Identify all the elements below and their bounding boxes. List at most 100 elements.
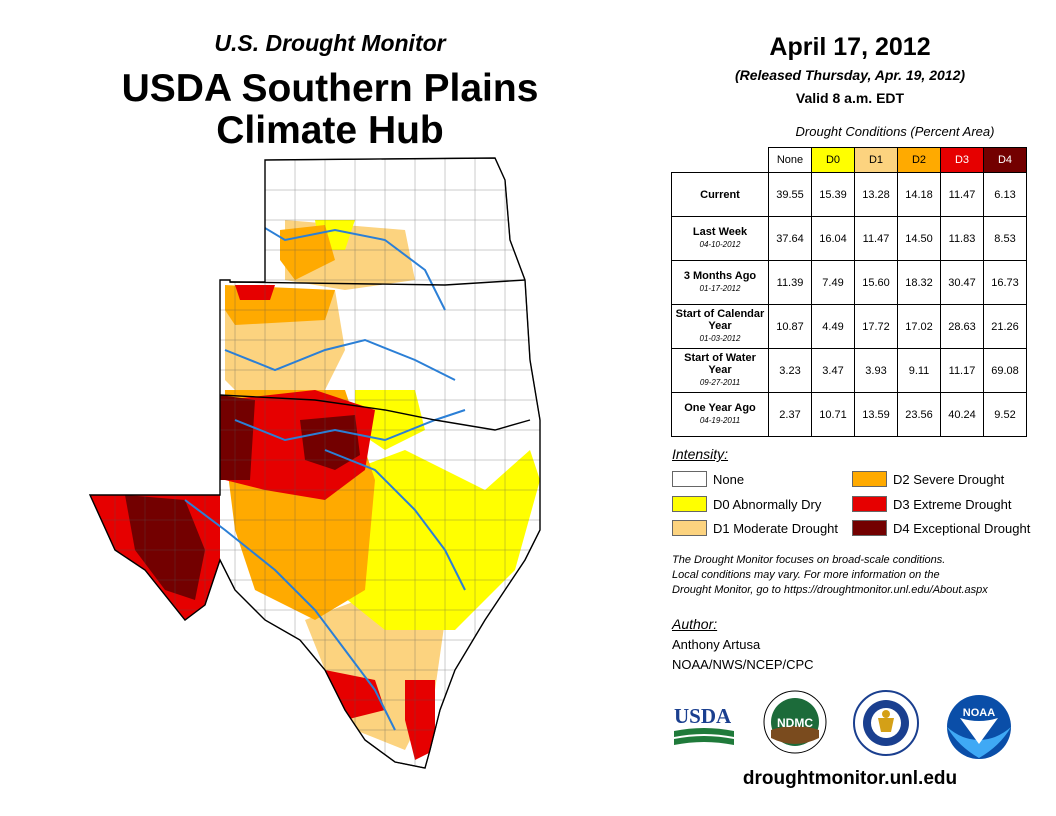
row-label-date: 01-03-2012 xyxy=(699,334,741,343)
row-label: Current xyxy=(671,172,769,217)
region-border xyxy=(88,157,541,769)
cell: 11.39 xyxy=(768,260,812,305)
ndmc-logo-text: NDMC xyxy=(777,716,813,730)
legend-swatch xyxy=(852,520,887,536)
row-label-text: One Year Ago xyxy=(684,402,756,414)
legend-item-d1: D1 Moderate Drought xyxy=(672,520,838,536)
cell: 11.83 xyxy=(940,216,984,261)
note-line: Local conditions may vary. For more info… xyxy=(672,569,940,581)
cell: 13.59 xyxy=(854,392,898,437)
cell: 15.60 xyxy=(854,260,898,305)
cell: 13.28 xyxy=(854,172,898,217)
note-line: The Drought Monitor focuses on broad-sca… xyxy=(672,554,946,566)
note-line[interactable]: Drought Monitor, go to https://droughtmo… xyxy=(672,584,988,596)
col-header-d4: D4 xyxy=(983,147,1027,173)
cell: 17.02 xyxy=(897,304,941,349)
disclaimer-note: The Drought Monitor focuses on broad-sca… xyxy=(672,553,1052,598)
cell: 3.93 xyxy=(854,348,898,393)
cell: 3.47 xyxy=(811,348,855,393)
cell: 2.37 xyxy=(768,392,812,437)
author-org: NOAA/NWS/NCEP/CPC xyxy=(672,657,814,672)
cell: 4.49 xyxy=(811,304,855,349)
table-row-start-calendar-year: Start of Calendar Year 01-03-2012 10.87 4… xyxy=(671,304,1027,349)
usda-logo-text: USDA xyxy=(674,704,732,728)
legend-item-none: None xyxy=(672,471,744,487)
legend-swatch xyxy=(852,496,887,512)
legend-item-d2: D2 Severe Drought xyxy=(852,471,1004,487)
area-d4-west xyxy=(220,395,255,480)
cell: 11.47 xyxy=(940,172,984,217)
legend-swatch xyxy=(672,496,707,512)
table-row-current: Current 39.55 15.39 13.28 14.18 11.47 6.… xyxy=(671,172,1027,217)
row-label: 3 Months Ago 01-17-2012 xyxy=(671,260,769,305)
col-header-d2: D2 xyxy=(897,147,941,173)
cell: 10.71 xyxy=(811,392,855,437)
col-header-none: None xyxy=(768,147,812,173)
cell: 11.17 xyxy=(940,348,984,393)
row-label-date: 04-10-2012 xyxy=(699,240,741,249)
valid-time: Valid 8 a.m. EDT xyxy=(795,90,905,106)
row-label: One Year Ago 04-19-2011 xyxy=(671,392,769,437)
map-subtitle: U.S. Drought Monitor xyxy=(214,30,446,56)
cell: 14.18 xyxy=(897,172,941,217)
author-heading: Author: xyxy=(672,616,718,632)
drought-conditions-table: None D0 D1 D2 D3 D4 Current 39.55 15.39 … xyxy=(671,147,1027,437)
row-label: Start of Calendar Year 01-03-2012 xyxy=(671,304,769,349)
area-d3-panhandle xyxy=(235,285,275,300)
cell: 6.13 xyxy=(983,172,1027,217)
cell: 9.11 xyxy=(897,348,941,393)
ndmc-logo: NDMC xyxy=(763,690,827,754)
cell: 15.39 xyxy=(811,172,855,217)
cell: 18.32 xyxy=(897,260,941,305)
area-d4-central xyxy=(300,415,360,470)
legend-item-d4: D4 Exceptional Drought xyxy=(852,520,1030,536)
legend-swatch xyxy=(672,471,707,487)
author-name: Anthony Artusa xyxy=(672,637,761,652)
row-label: Last Week 04-10-2012 xyxy=(671,216,769,261)
row-label-date: 01-17-2012 xyxy=(699,284,741,293)
cell: 7.49 xyxy=(811,260,855,305)
table-header-row: None D0 D1 D2 D3 D4 xyxy=(671,147,1027,173)
legend-item-d0: D0 Abnormally Dry xyxy=(672,496,821,512)
cell: 28.63 xyxy=(940,304,984,349)
doc-seal-logo xyxy=(853,690,919,756)
table-row-one-year-ago: One Year Ago 04-19-2011 2.37 10.71 13.59 … xyxy=(671,392,1027,437)
drought-map xyxy=(85,150,545,770)
noaa-logo-text: NOAA xyxy=(963,707,995,719)
col-header-d1: D1 xyxy=(854,147,898,173)
row-label-text: Start of Water Year xyxy=(684,352,756,376)
cell: 11.47 xyxy=(854,216,898,261)
state-boundaries xyxy=(219,279,531,431)
cell: 39.55 xyxy=(768,172,812,217)
table-corner xyxy=(671,147,769,173)
cell: 9.52 xyxy=(983,392,1027,437)
legend-label: None xyxy=(713,471,745,487)
legend-swatch xyxy=(852,471,887,487)
legend-item-d3: D3 Extreme Drought xyxy=(852,496,1012,512)
legend-label: D2 Severe Drought xyxy=(893,471,1005,487)
website-link[interactable]: droughtmonitor.unl.edu xyxy=(742,768,958,789)
table-caption: Drought Conditions (Percent Area) xyxy=(795,124,995,139)
legend-label: D4 Exceptional Drought xyxy=(893,520,1031,536)
cell: 10.87 xyxy=(768,304,812,349)
cell: 23.56 xyxy=(897,392,941,437)
legend-label: D1 Moderate Drought xyxy=(713,520,839,536)
cell: 30.47 xyxy=(940,260,984,305)
cell: 69.08 xyxy=(983,348,1027,393)
cell: 16.04 xyxy=(811,216,855,261)
col-header-d0: D0 xyxy=(811,147,855,173)
table-row-last-week: Last Week 04-10-2012 37.64 16.04 11.47 14… xyxy=(671,216,1027,261)
cell: 21.26 xyxy=(983,304,1027,349)
cell: 37.64 xyxy=(768,216,812,261)
row-label-text: Current xyxy=(700,188,740,201)
cell: 3.23 xyxy=(768,348,812,393)
area-d0-east xyxy=(325,450,540,630)
noaa-logo: NOAA xyxy=(946,694,1012,760)
row-label: Start of Water Year 09-27-2011 xyxy=(671,348,769,393)
area-d0-central xyxy=(355,390,425,450)
row-label-text: Start of Calendar Year xyxy=(675,308,765,332)
cell: 14.50 xyxy=(897,216,941,261)
cell: 40.24 xyxy=(940,392,984,437)
legend-title: Intensity: xyxy=(672,446,729,462)
legend-label: D3 Extreme Drought xyxy=(893,496,1012,512)
